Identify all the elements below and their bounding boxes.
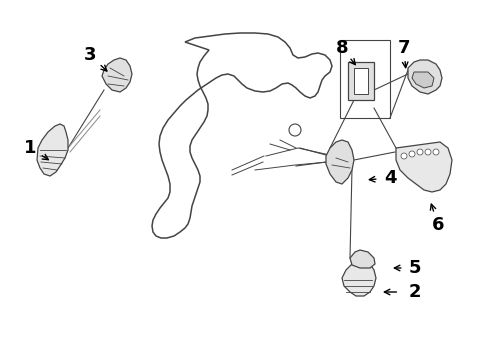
- Polygon shape: [102, 58, 132, 92]
- Polygon shape: [408, 60, 442, 94]
- Polygon shape: [342, 260, 376, 296]
- Text: 7: 7: [398, 39, 410, 57]
- Polygon shape: [350, 250, 375, 268]
- Text: 1: 1: [24, 139, 36, 157]
- Text: 8: 8: [336, 39, 348, 57]
- Circle shape: [433, 149, 439, 155]
- Circle shape: [409, 151, 415, 157]
- Polygon shape: [396, 142, 452, 192]
- Polygon shape: [354, 68, 368, 94]
- Polygon shape: [412, 72, 434, 88]
- Polygon shape: [37, 124, 68, 176]
- Circle shape: [401, 153, 407, 159]
- Text: 4: 4: [384, 169, 396, 187]
- Polygon shape: [348, 62, 374, 100]
- Text: 6: 6: [432, 216, 444, 234]
- Circle shape: [425, 149, 431, 155]
- Polygon shape: [326, 140, 354, 184]
- Text: 2: 2: [409, 283, 421, 301]
- Text: 5: 5: [409, 259, 421, 277]
- Text: 3: 3: [84, 46, 96, 64]
- Circle shape: [417, 149, 423, 155]
